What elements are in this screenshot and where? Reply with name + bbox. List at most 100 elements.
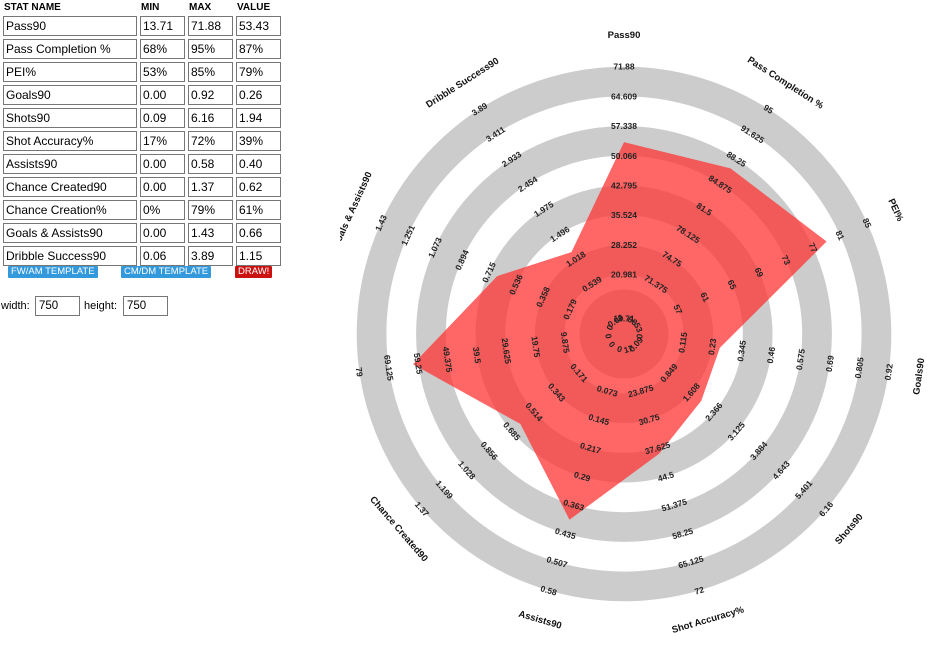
stats-cell: 68% <box>140 39 185 59</box>
stats-cell: 13.71 <box>140 16 185 36</box>
stat-name-input[interactable]: Goals & Assists90 <box>3 223 137 243</box>
radar-tick-label: 77 <box>807 241 820 254</box>
stat-min-input[interactable]: 53% <box>140 62 185 82</box>
stat-value-input[interactable]: 79% <box>236 62 281 82</box>
radar-tick-label: 53 <box>632 321 645 334</box>
stat-min-input[interactable]: 0.00 <box>140 223 185 243</box>
width-input[interactable]: 750 <box>35 296 80 316</box>
stats-cell: Pass Completion % <box>3 39 137 59</box>
radar-tick-label: 0.115 <box>676 331 689 353</box>
stats-cell: 0.66 <box>236 223 281 243</box>
stat-name-input[interactable]: PEI% <box>3 62 137 82</box>
radar-tick-label: 0.46 <box>765 346 777 364</box>
stat-min-input[interactable]: 0.09 <box>140 108 185 128</box>
stats-cell: 0.40 <box>236 154 281 174</box>
stat-value-input[interactable]: 1.94 <box>236 108 281 128</box>
stat-value-input[interactable]: 1.15 <box>236 246 281 266</box>
stat-max-input[interactable]: 72% <box>188 131 233 151</box>
radar-chart: 13.71 20.981 28.252 35.524 42.795 50.066 57.33… <box>340 30 927 636</box>
stat-value-input[interactable]: 39% <box>236 131 281 151</box>
stat-name-input[interactable]: Dribble Success90 <box>3 246 137 266</box>
radar-tick-label: 69 <box>753 266 766 279</box>
radar-tick-label: 69.125 <box>382 354 396 381</box>
radar-tick-label: 13.71 <box>613 313 635 323</box>
stat-min-input[interactable]: 0.00 <box>140 177 185 197</box>
radar-tick-label: 0.58 <box>539 583 558 597</box>
stat-name-input[interactable]: Chance Created90 <box>3 177 137 197</box>
stats-cell: 0.00 <box>140 177 185 197</box>
stats-cell: 61% <box>236 200 281 220</box>
header-stat-name: STAT NAME <box>4 2 61 13</box>
stat-value-input[interactable]: 0.62 <box>236 177 281 197</box>
fw-am-template-button[interactable]: FW/AM TEMPLATE <box>8 266 98 278</box>
stat-max-input[interactable]: 79% <box>188 200 233 220</box>
stat-value-input[interactable]: 53.43 <box>236 16 281 36</box>
stats-cell: 1.43 <box>188 223 233 243</box>
radar-tick-label: 71.88 <box>613 62 635 72</box>
stat-max-input[interactable]: 95% <box>188 39 233 59</box>
stats-cell: 0.62 <box>236 177 281 197</box>
radar-axis-label: Shot Accuracy% <box>671 604 746 636</box>
stat-name-input[interactable]: Pass Completion % <box>3 39 137 59</box>
stats-cell: 17% <box>140 131 185 151</box>
stat-value-input[interactable]: 0.66 <box>236 223 281 243</box>
radar-tick-label: 59.25 <box>412 352 425 375</box>
stats-cell: 85% <box>188 62 233 82</box>
cm-dm-template-button[interactable]: CM/DM TEMPLATE <box>121 266 212 278</box>
radar-tick-label: 0.29 <box>573 469 592 483</box>
stat-name-input[interactable]: Pass90 <box>3 16 137 36</box>
height-input[interactable]: 750 <box>123 296 168 316</box>
radar-tick-label: 39.5 <box>471 346 483 364</box>
stat-value-input[interactable]: 61% <box>236 200 281 220</box>
header-max: MAX <box>189 2 212 13</box>
radar-tick-label: 57.338 <box>611 121 637 131</box>
stats-row: Goals90 0.00 0.92 0.26 <box>3 85 281 105</box>
stat-min-input[interactable]: 13.71 <box>140 16 185 36</box>
stats-cell: 0.92 <box>188 85 233 105</box>
stat-name-input[interactable]: Goals90 <box>3 85 137 105</box>
stat-min-input[interactable]: 0.00 <box>140 154 185 174</box>
stats-row: PEI% 53% 85% 79% <box>3 62 281 82</box>
radar-tick-label: 0.23 <box>706 338 718 356</box>
stat-value-input[interactable]: 87% <box>236 39 281 59</box>
stat-min-input[interactable]: 0.06 <box>140 246 185 266</box>
stats-cell: 95% <box>188 39 233 59</box>
stat-max-input[interactable]: 71.88 <box>188 16 233 36</box>
stat-max-input[interactable]: 0.92 <box>188 85 233 105</box>
stat-min-input[interactable]: 17% <box>140 131 185 151</box>
radar-tick-label: 79 <box>354 367 365 378</box>
radar-tick-label: 0.345 <box>735 339 748 362</box>
stat-name-input[interactable]: Shots90 <box>3 108 137 128</box>
draw-button[interactable]: DRAW! <box>235 266 273 278</box>
radar-axis-label: Assists90 <box>517 609 563 632</box>
radar-tick-label: 0 <box>607 339 618 349</box>
stats-cell: 6.16 <box>188 108 233 128</box>
stat-max-input[interactable]: 3.89 <box>188 246 233 266</box>
stat-value-input[interactable]: 0.26 <box>236 85 281 105</box>
stat-min-input[interactable]: 0% <box>140 200 185 220</box>
stats-body: Pass90 13.71 71.88 53.43 Pass Completion % 68… <box>3 16 281 266</box>
stats-cell: Chance Creation% <box>3 200 137 220</box>
stat-min-input[interactable]: 0.00 <box>140 85 185 105</box>
radar-tick-label: 0.575 <box>794 348 807 371</box>
stat-max-input[interactable]: 0.58 <box>188 154 233 174</box>
stat-max-input[interactable]: 1.43 <box>188 223 233 243</box>
stat-name-input[interactable]: Shot Accuracy% <box>3 131 137 151</box>
radar-axis-label: Shots90 <box>833 512 866 547</box>
stats-cell: 0.06 <box>140 246 185 266</box>
radar-tick-label: 49.375 <box>441 346 455 373</box>
stats-cell: 0.09 <box>140 108 185 128</box>
stat-name-input[interactable]: Chance Creation% <box>3 200 137 220</box>
stat-max-input[interactable]: 1.37 <box>188 177 233 197</box>
stat-max-input[interactable]: 85% <box>188 62 233 82</box>
stats-cell: 72% <box>188 131 233 151</box>
stat-name-input[interactable]: Assists90 <box>3 154 137 174</box>
radar-tick-label: 72 <box>693 584 705 596</box>
stats-cell: Shot Accuracy% <box>3 131 137 151</box>
radar-tick-label: 9.875 <box>559 331 572 354</box>
stats-cell: 87% <box>236 39 281 59</box>
stats-cell: 1.94 <box>236 108 281 128</box>
stat-max-input[interactable]: 6.16 <box>188 108 233 128</box>
stat-min-input[interactable]: 68% <box>140 39 185 59</box>
stat-value-input[interactable]: 0.40 <box>236 154 281 174</box>
